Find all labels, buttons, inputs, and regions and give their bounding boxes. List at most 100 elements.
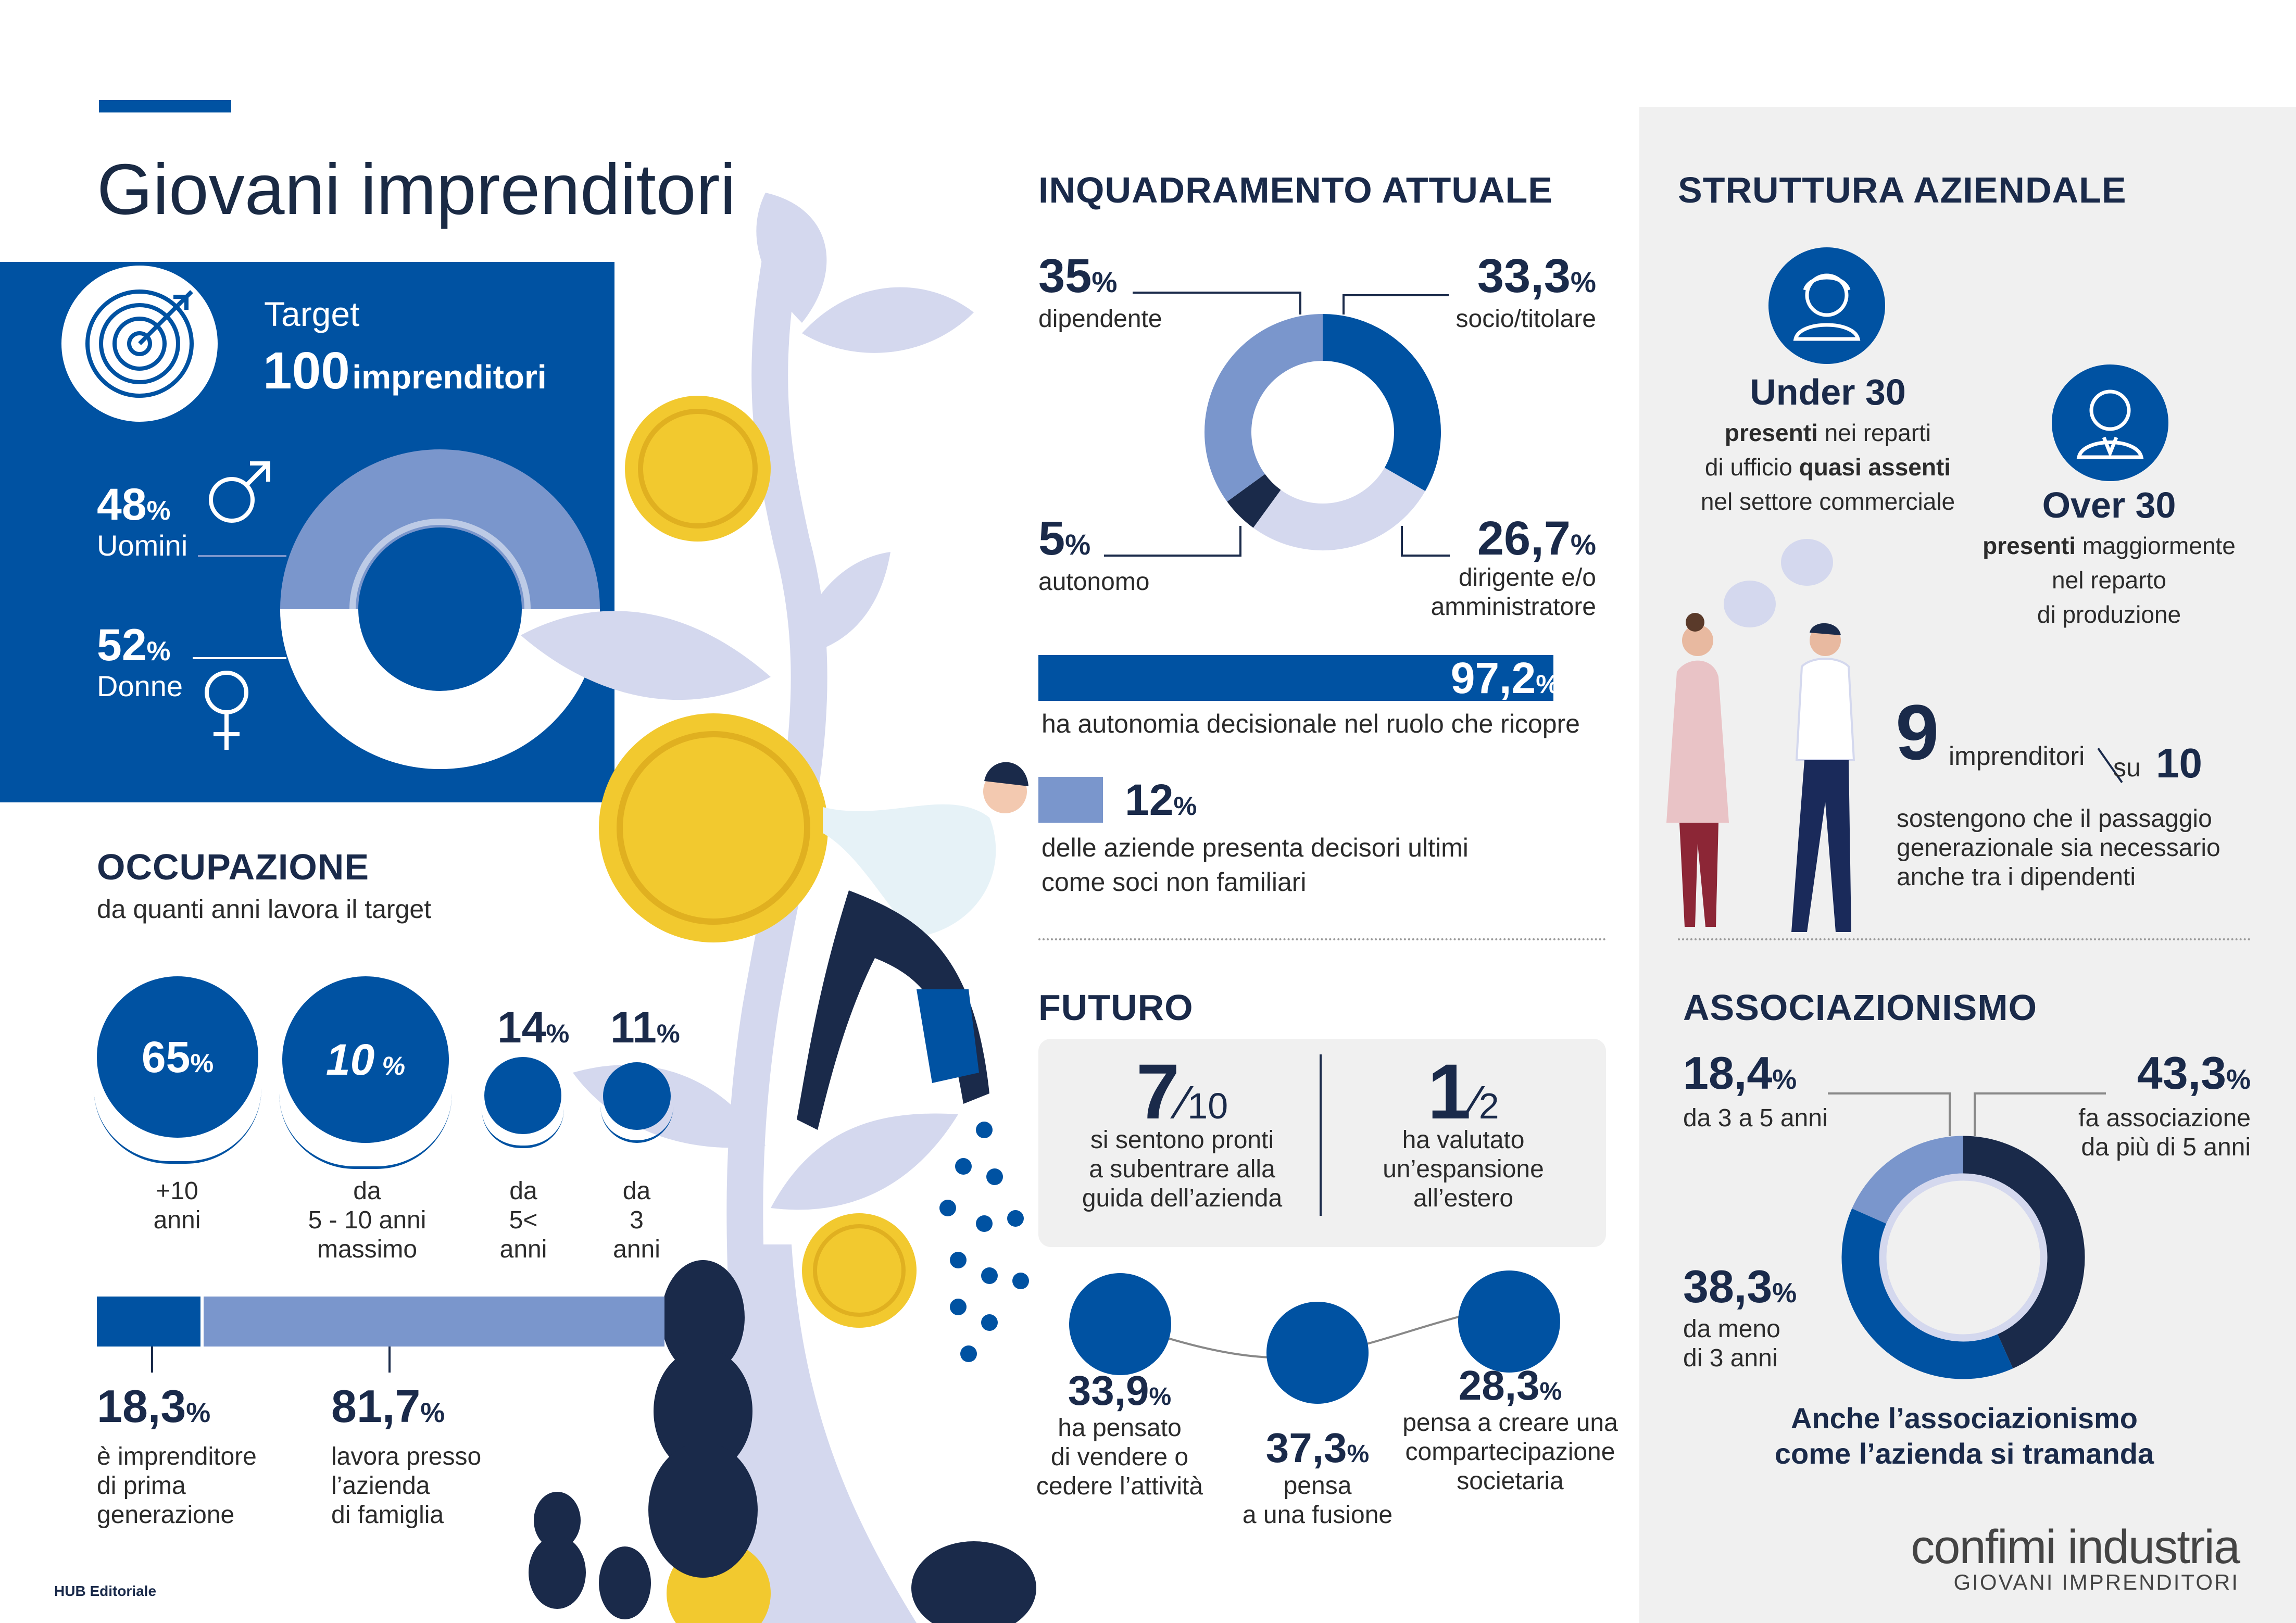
donut-slice-1 — [1841, 1208, 2013, 1379]
first-gen-label: è imprenditore di prima generazione — [97, 1443, 257, 1529]
donut-slice-2 — [1852, 1136, 1964, 1225]
dir-leader — [1401, 526, 1450, 557]
futuro-title: FUTURO — [1038, 987, 1194, 1028]
autonomia-bar: 97,2% — [1038, 655, 1569, 701]
occ-circle-65-arc — [94, 1088, 261, 1164]
occ-label-65: +10 anni — [153, 1177, 201, 1234]
occ-circle-11-arc — [600, 1104, 673, 1143]
businessman-icon — [2076, 389, 2144, 459]
brand-logo: confimi industria GIOVANI IMPRENDITORI — [1875, 1520, 2240, 1594]
nine-su: su — [2113, 753, 2141, 782]
ass-b-leader — [1974, 1092, 2106, 1136]
first-gen-tick — [151, 1347, 153, 1373]
ass-c-value: 38,3% — [1683, 1261, 1797, 1312]
soci-swatch — [1038, 777, 1103, 823]
credit-left: HUB Editoriale — [54, 1583, 157, 1599]
men-value: 48% — [97, 480, 171, 530]
page-title: Giovani imprenditori — [97, 149, 736, 230]
autonomia-bar-fill — [1038, 655, 1554, 701]
soci-label: delle aziende presenta decisori ultimi co… — [1042, 833, 1469, 897]
donut-slice-0 — [1963, 1136, 2085, 1369]
associazionismo-title: ASSOCIAZIONISMO — [1683, 987, 2038, 1028]
occ-value-14: 14% — [497, 1003, 570, 1052]
divider-right — [1678, 938, 2251, 940]
inquadramento-title: INQUADRAMENTO ATTUALE — [1038, 170, 1553, 210]
male-icon — [209, 461, 270, 523]
occupazione-title: OCCUPAZIONE — [97, 847, 370, 887]
occ-label-11: da 3 anni — [613, 1177, 660, 1263]
futuro-c2-label: pensa a una fusione — [1242, 1472, 1393, 1529]
first-gen-value: 18,3% — [97, 1380, 211, 1432]
futuro-c2-dot — [1266, 1302, 1369, 1404]
occupazione-subtitle: da quanti anni lavora il target — [97, 895, 432, 924]
auto-label: autonomo — [1038, 568, 1150, 596]
accent-bar — [99, 100, 231, 112]
women-label: Donne — [97, 670, 183, 702]
futuro-c1-label: ha pensato di vendere o cedere l’attività — [1036, 1414, 1203, 1500]
under30-title: Under 30 — [1750, 372, 1906, 412]
futuro-b-label: ha valutato un’espansione all’estero — [1383, 1126, 1544, 1212]
brand-name: confimi industria — [1911, 1520, 2240, 1574]
futuro-box-divider — [1320, 1054, 1322, 1216]
ass-footer: Anche l’associazionismo come l’azienda si… — [1774, 1402, 2154, 1470]
socio-leader — [1343, 294, 1449, 314]
futuro-c3-dot — [1458, 1270, 1560, 1373]
family-tick — [388, 1347, 391, 1373]
donut-inner-ring — [1879, 1173, 2048, 1342]
over30-text: presenti maggiormente nel reparto di pro… — [1983, 532, 2236, 628]
over30-badge — [2052, 364, 2168, 481]
dip-value: 35% — [1038, 249, 1118, 303]
men-leader — [198, 555, 286, 557]
family-label: lavora presso l’azienda di famiglia — [331, 1443, 482, 1529]
under30-badge — [1768, 247, 1885, 364]
ass-b-label: fa associazione da più di 5 anni — [2078, 1104, 2251, 1161]
occ-circle-10-arc — [279, 1093, 452, 1169]
dir-value: 26,7% — [1477, 512, 1596, 565]
futuro-a-fraction: 7⁄10 — [1136, 1048, 1228, 1135]
brand-sub: GIOVANI IMPRENDITORI — [1953, 1570, 2239, 1594]
occ-circle-14-arc — [482, 1109, 564, 1148]
ass-b-value: 43,3% — [2137, 1047, 2251, 1099]
futuro-c1-value: 33,9% — [1068, 1367, 1172, 1414]
generation-bar-first — [97, 1297, 204, 1347]
dip-label: dipendente — [1038, 305, 1162, 333]
young-person-icon — [1793, 273, 1861, 341]
futuro-a-label: si sentono pronti a subentrare alla guida … — [1082, 1126, 1283, 1212]
futuro-c3-value: 28,3% — [1458, 1362, 1562, 1408]
ass-a-leader — [1828, 1092, 1951, 1136]
target-count-number: 100 — [263, 342, 350, 400]
occ-label-10: da 5 - 10 anni massimo — [308, 1177, 426, 1263]
donut-slice-3 — [1205, 314, 1324, 502]
target-count: 100 imprenditori — [263, 341, 547, 401]
soci-value: 12% — [1125, 775, 1197, 824]
target-icon — [85, 290, 194, 398]
under30-text: presenti nei reparti di ufficio quasi as… — [1700, 419, 1955, 515]
gender-donut — [280, 449, 600, 769]
nine-num: 9 — [1896, 688, 1939, 776]
over30-title: Over 30 — [2042, 485, 2176, 525]
futuro-c1-dot — [1069, 1273, 1171, 1375]
tree-illustration — [521, 193, 1036, 1623]
futuro-c3-label: pensa a creare una compartecipazione socie… — [1402, 1409, 1618, 1495]
dip-leader — [1133, 292, 1301, 314]
target-count-unit: imprenditori — [352, 358, 547, 396]
divider-mid — [1038, 938, 1606, 940]
ass-c-label: da meno di 3 anni — [1683, 1315, 1780, 1372]
donut-slice-1 — [1253, 467, 1425, 550]
futuro-c2-value: 37,3% — [1265, 1425, 1370, 1471]
women-leader — [193, 657, 286, 659]
donut-slice-2 — [1227, 473, 1282, 528]
nine-den: 10 — [2156, 740, 2202, 786]
occ-value-11: 11% — [610, 1003, 680, 1052]
nine-text: sostengono che il passaggio generazionale… — [1897, 805, 2220, 891]
female-icon — [205, 671, 248, 750]
family-value: 81,7% — [331, 1380, 445, 1432]
futuro-box — [1038, 1039, 1606, 1247]
socio-label: socio/titolare — [1456, 305, 1596, 333]
occ-label-14: da 5< anni — [499, 1177, 547, 1263]
autonomia-value: 97,2% — [1450, 653, 1559, 702]
generation-bar — [97, 1297, 664, 1347]
socio-value: 33,3% — [1477, 249, 1596, 303]
donut-slice-0 — [1322, 314, 1441, 492]
ass-a-value: 18,4% — [1683, 1047, 1797, 1099]
